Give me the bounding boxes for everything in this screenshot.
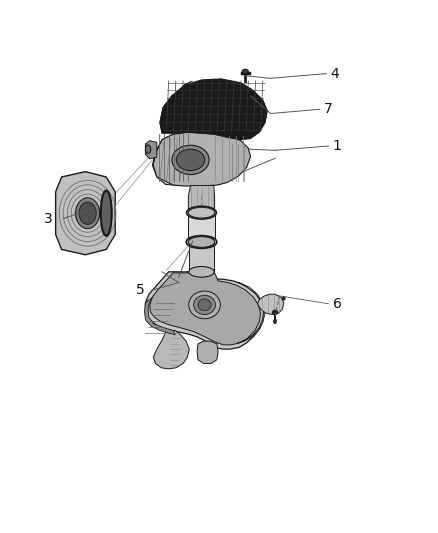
Polygon shape	[153, 132, 251, 186]
Ellipse shape	[242, 69, 248, 74]
Text: 7: 7	[324, 102, 333, 116]
Ellipse shape	[283, 297, 285, 300]
Ellipse shape	[189, 291, 220, 319]
Ellipse shape	[193, 211, 210, 219]
Polygon shape	[197, 341, 218, 364]
Polygon shape	[188, 185, 215, 215]
Ellipse shape	[145, 145, 151, 154]
Polygon shape	[237, 282, 265, 343]
Polygon shape	[160, 79, 267, 140]
Polygon shape	[145, 297, 175, 335]
Ellipse shape	[172, 145, 209, 175]
Polygon shape	[145, 141, 157, 159]
Text: 6: 6	[333, 297, 342, 311]
Ellipse shape	[190, 209, 214, 220]
Ellipse shape	[187, 206, 216, 219]
Ellipse shape	[79, 202, 96, 224]
Text: 5: 5	[136, 284, 145, 297]
Ellipse shape	[186, 236, 217, 248]
Ellipse shape	[274, 319, 276, 324]
Ellipse shape	[272, 310, 278, 314]
Polygon shape	[258, 294, 284, 314]
Text: 1: 1	[333, 139, 342, 153]
Polygon shape	[189, 242, 214, 272]
Polygon shape	[188, 215, 215, 241]
Ellipse shape	[101, 191, 112, 236]
Text: 4: 4	[331, 67, 339, 80]
Ellipse shape	[194, 295, 215, 314]
Ellipse shape	[189, 237, 214, 247]
Ellipse shape	[189, 266, 214, 277]
Ellipse shape	[76, 198, 99, 229]
Ellipse shape	[188, 207, 215, 218]
Polygon shape	[152, 133, 250, 185]
Text: 3: 3	[44, 212, 53, 225]
Ellipse shape	[176, 149, 205, 171]
Polygon shape	[153, 330, 189, 369]
Ellipse shape	[198, 299, 211, 311]
Polygon shape	[145, 272, 264, 349]
Polygon shape	[150, 273, 261, 345]
Polygon shape	[56, 172, 115, 255]
Polygon shape	[160, 81, 193, 133]
Ellipse shape	[188, 237, 215, 247]
Polygon shape	[240, 83, 267, 139]
